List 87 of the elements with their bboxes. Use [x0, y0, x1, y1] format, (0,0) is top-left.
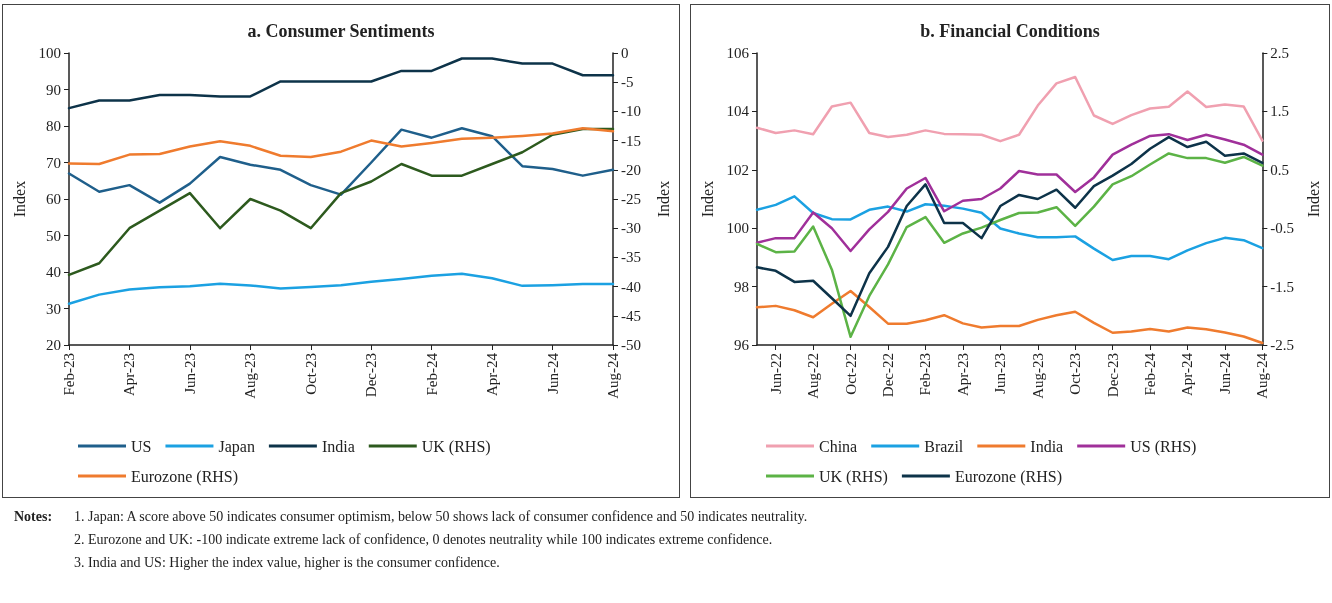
- x-tick-label: Apr-23: [954, 353, 971, 397]
- line-series: [755, 195, 1264, 262]
- x-tick-label: Apr-24: [484, 352, 501, 397]
- legend-label: US: [131, 437, 152, 455]
- y-tick-label: 40: [46, 264, 61, 280]
- y-tick-label: 20: [46, 337, 61, 353]
- y2-tick-label: -25: [621, 191, 641, 207]
- x-tick-label: Oct-23: [302, 353, 319, 395]
- y2-tick-label: -20: [621, 161, 641, 178]
- x-tick-label: Jun-24: [544, 352, 561, 394]
- legend-label: India: [1030, 437, 1064, 455]
- chart-title: b. Financial Conditions: [920, 21, 1100, 41]
- text: 3. India and US: Higher the index value, higher is the consumer confidence.: [73, 554, 501, 572]
- y2-tick-label: 1.5: [1270, 103, 1290, 120]
- y-tick-label: 70: [46, 154, 61, 171]
- y2-tick-label: -2.5: [1270, 337, 1295, 353]
- legend-label: US (RHS): [1130, 437, 1197, 456]
- x-tick-label: Jun-24: [1216, 352, 1233, 394]
- y-tick-label: 90: [46, 81, 61, 98]
- x-tick-label: Oct-23: [1067, 353, 1084, 395]
- x-tick-label: Dec-23: [363, 353, 380, 398]
- x-tick-label: Jun-23: [992, 353, 1009, 394]
- y2-tick-label: 0.5: [1270, 161, 1290, 178]
- x-tick-label: Apr-24: [1179, 352, 1196, 397]
- y-tick-label: 106: [726, 45, 750, 61]
- y2-axis-title: Index: [1304, 180, 1322, 218]
- line-series: [67, 272, 615, 306]
- legend-label: Brazil: [924, 437, 964, 455]
- y-tick-label: 102: [726, 161, 749, 178]
- y-tick-label: 50: [46, 227, 61, 244]
- legend-label: Eurozone (RHS): [954, 467, 1062, 486]
- line-series: [755, 75, 1264, 143]
- line-series: [67, 127, 615, 166]
- x-tick-label: Aug-24: [1254, 352, 1271, 399]
- x-tick-label: Feb-23: [61, 353, 77, 396]
- y2-tick-label: -50: [621, 337, 641, 353]
- y2-tick-label: -5: [621, 74, 634, 91]
- y-tick-label: 100: [726, 220, 749, 237]
- y2-tick-label: 0: [621, 45, 629, 61]
- x-tick-label: Jun-22: [767, 353, 784, 394]
- legend-label: Japan: [218, 437, 255, 456]
- y-tick-label: 80: [46, 118, 61, 134]
- text: Notes:: [14, 508, 54, 526]
- x-tick-label: Feb-23: [917, 353, 934, 396]
- x-tick-label: Feb-24: [423, 352, 440, 396]
- line-series: [755, 152, 1264, 339]
- x-tick-label: Jun-23: [181, 353, 198, 394]
- line-series: [67, 127, 615, 277]
- line-series: [755, 132, 1264, 253]
- x-tick-label: Dec-22: [880, 353, 897, 398]
- y2-tick-label: -35: [621, 249, 641, 266]
- text: 1. Japan: A score above 50 indicates consumer optimism, below 50 shows lack of consumer confidence and 50 indicates neutrality.: [74, 509, 808, 524]
- y2-tick-label: -30: [621, 220, 641, 237]
- y2-tick-label: -40: [621, 278, 641, 295]
- y-tick-label: 98: [734, 278, 749, 295]
- y-axis-title: Index: [698, 180, 716, 218]
- x-tick-label: Aug-23: [242, 353, 259, 399]
- x-tick-label: Apr-23: [121, 353, 138, 397]
- x-tick-label: Dec-23: [1104, 353, 1121, 398]
- legend-label: UK (RHS): [819, 467, 888, 486]
- line-series: [67, 57, 615, 110]
- line-series: [755, 135, 1264, 318]
- y2-axis-title: Index: [654, 180, 672, 218]
- y-tick-label: 100: [38, 45, 61, 61]
- legend-label: China: [819, 437, 858, 455]
- line-series: [67, 126, 615, 204]
- x-tick-label: Feb-24: [1142, 352, 1159, 396]
- y2-tick-label: -10: [621, 103, 641, 120]
- x-tick-label: Aug-23: [1029, 353, 1046, 399]
- x-tick-label: Aug-22: [805, 353, 822, 399]
- legend-label: Eurozone (RHS): [131, 467, 239, 486]
- chart-title: a. Consumer Sentiments: [247, 21, 435, 41]
- y2-tick-label: 2.5: [1270, 45, 1290, 61]
- x-tick-label: Oct-22: [842, 353, 859, 395]
- y-tick-label: 96: [734, 337, 750, 353]
- y-tick-label: 30: [46, 300, 61, 317]
- x-tick-label: Aug-24: [605, 352, 621, 399]
- legend-label: India: [321, 437, 355, 455]
- y2-tick-label: -45: [621, 307, 641, 324]
- y2-tick-label: -0.5: [1270, 220, 1295, 237]
- y2-tick-label: -1.5: [1270, 278, 1295, 295]
- y-axis-title: Index: [10, 180, 28, 218]
- y2-tick-label: -15: [621, 132, 641, 149]
- legend-label: UK (RHS): [421, 437, 491, 456]
- y-tick-label: 60: [46, 191, 61, 207]
- y-tick-label: 104: [726, 103, 750, 120]
- text: 2. Eurozone and UK: -100 indicate extreme lack of confidence, 0 denotes neutrality while 100 indicates extreme confidence.: [73, 531, 774, 549]
